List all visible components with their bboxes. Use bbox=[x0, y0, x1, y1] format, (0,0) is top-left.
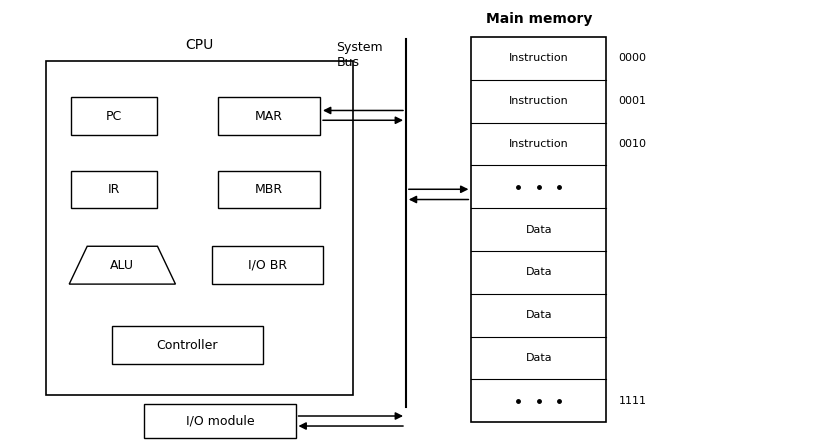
Bar bbox=[218, 97, 319, 135]
Bar bbox=[47, 61, 352, 396]
Text: 0010: 0010 bbox=[618, 139, 645, 149]
Polygon shape bbox=[69, 246, 175, 284]
Bar bbox=[471, 37, 605, 422]
Bar bbox=[70, 171, 156, 208]
Bar bbox=[111, 327, 263, 364]
Text: CPU: CPU bbox=[185, 38, 214, 52]
Bar bbox=[212, 246, 322, 284]
Bar bbox=[144, 404, 295, 438]
Text: Data: Data bbox=[525, 224, 551, 235]
Text: MBR: MBR bbox=[255, 183, 283, 196]
Bar bbox=[70, 97, 156, 135]
Text: Controller: Controller bbox=[156, 339, 218, 352]
Text: Instruction: Instruction bbox=[509, 53, 568, 64]
Text: Data: Data bbox=[525, 267, 551, 277]
Text: System
Bus: System Bus bbox=[336, 42, 382, 69]
Text: MAR: MAR bbox=[255, 109, 283, 123]
Text: I/O BR: I/O BR bbox=[247, 258, 287, 271]
Text: Data: Data bbox=[525, 310, 551, 320]
Text: Instruction: Instruction bbox=[509, 139, 568, 149]
Text: IR: IR bbox=[107, 183, 120, 196]
Text: Main memory: Main memory bbox=[485, 12, 591, 26]
Text: 1111: 1111 bbox=[618, 396, 645, 406]
Text: 0000: 0000 bbox=[618, 53, 645, 64]
Text: Data: Data bbox=[525, 353, 551, 363]
Text: 0001: 0001 bbox=[618, 96, 645, 106]
Text: ALU: ALU bbox=[111, 258, 134, 271]
Bar bbox=[218, 171, 319, 208]
Text: PC: PC bbox=[106, 109, 122, 123]
Text: I/O module: I/O module bbox=[185, 414, 254, 427]
Text: Instruction: Instruction bbox=[509, 96, 568, 106]
